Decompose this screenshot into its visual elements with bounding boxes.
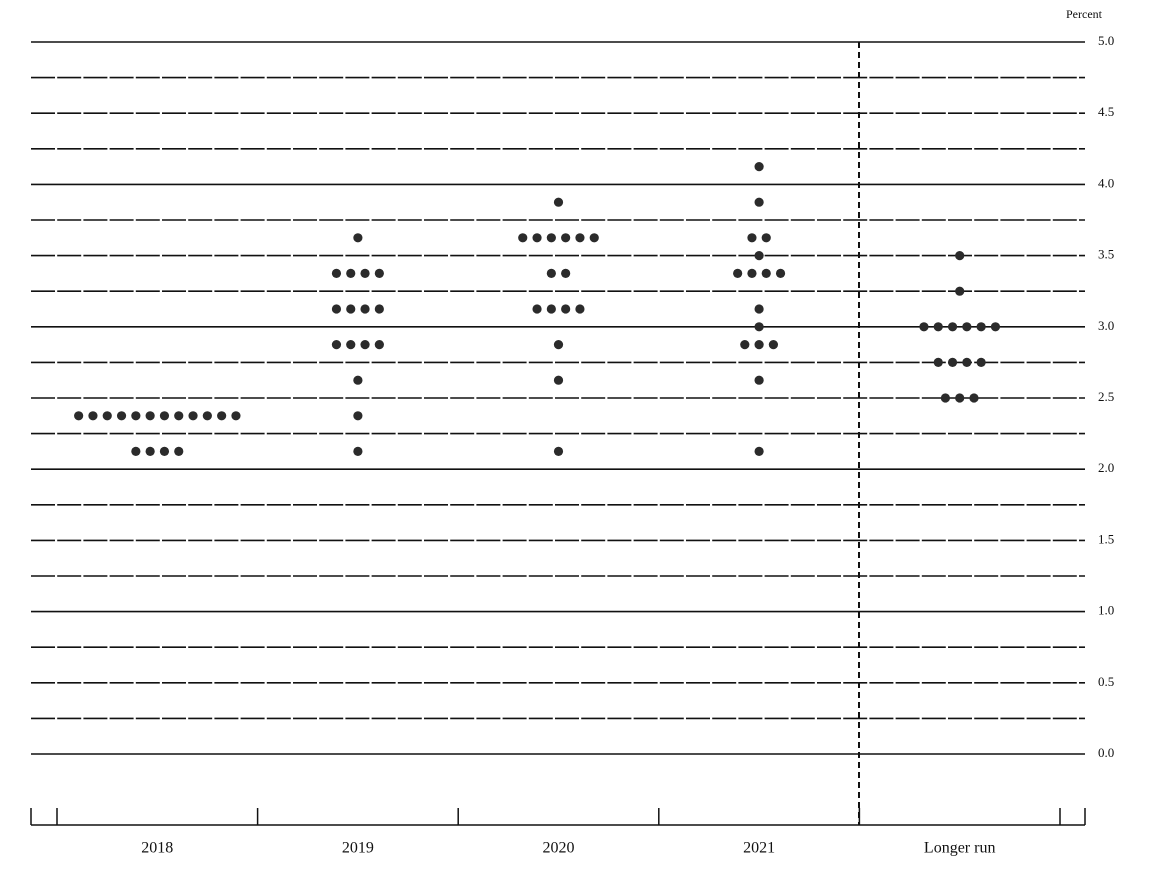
dot bbox=[159, 446, 170, 456]
dot bbox=[589, 233, 599, 243]
dot bbox=[346, 340, 356, 350]
dot bbox=[754, 251, 764, 261]
dot bbox=[575, 233, 585, 243]
dot bbox=[747, 268, 757, 278]
dot bbox=[947, 322, 958, 332]
dot bbox=[761, 233, 771, 243]
dot bbox=[353, 446, 363, 456]
dot bbox=[754, 304, 764, 314]
dot bbox=[561, 268, 571, 278]
dot bbox=[331, 268, 342, 278]
x-tick-label: 2020 bbox=[543, 840, 575, 857]
dot bbox=[202, 411, 212, 421]
dot bbox=[919, 322, 929, 332]
y-tick-label: 1.5 bbox=[1098, 531, 1114, 546]
dot bbox=[374, 268, 384, 278]
dot bbox=[546, 268, 556, 278]
dot bbox=[145, 411, 155, 421]
dot bbox=[518, 233, 528, 243]
dot bbox=[553, 446, 564, 456]
dot bbox=[360, 304, 370, 314]
dot bbox=[561, 304, 571, 314]
x-tick-label: 2019 bbox=[342, 840, 374, 857]
dot bbox=[360, 340, 370, 350]
dot bbox=[116, 411, 127, 421]
dot bbox=[145, 446, 155, 456]
dot bbox=[553, 340, 564, 350]
dot bbox=[353, 411, 363, 421]
dot bbox=[159, 411, 170, 421]
dot bbox=[561, 233, 571, 243]
y-tick-label: 4.0 bbox=[1098, 175, 1114, 190]
dot bbox=[353, 375, 363, 385]
dot bbox=[976, 357, 986, 367]
dot bbox=[754, 446, 764, 456]
dot bbox=[532, 304, 542, 314]
dot bbox=[331, 340, 342, 350]
dot bbox=[754, 322, 764, 332]
dot bbox=[74, 411, 84, 421]
dot bbox=[532, 233, 542, 243]
dot bbox=[947, 357, 958, 367]
dot bbox=[346, 304, 356, 314]
dot bbox=[217, 411, 227, 421]
y-axis-label: Percent bbox=[1066, 7, 1103, 21]
dot bbox=[360, 268, 370, 278]
y-tick-label: 5.0 bbox=[1098, 33, 1114, 48]
x-tick-label: 2021 bbox=[743, 840, 775, 857]
dot bbox=[768, 340, 779, 350]
dot bbox=[754, 162, 764, 172]
dot bbox=[546, 233, 556, 243]
dot bbox=[933, 357, 943, 367]
dot bbox=[747, 233, 757, 243]
dot bbox=[174, 411, 184, 421]
y-tick-label: 2.5 bbox=[1098, 389, 1114, 404]
y-tick-label: 0.0 bbox=[1098, 745, 1114, 760]
dot bbox=[740, 340, 750, 350]
dot bbox=[553, 197, 564, 207]
dot bbox=[962, 357, 972, 367]
dot bbox=[546, 304, 556, 314]
dot bbox=[955, 393, 965, 403]
dot bbox=[331, 304, 342, 314]
dot bbox=[374, 340, 384, 350]
dot bbox=[553, 375, 564, 385]
dot bbox=[955, 286, 965, 296]
y-tick-label: 2.0 bbox=[1098, 460, 1114, 475]
x-tick-label: 2018 bbox=[141, 840, 173, 857]
dot bbox=[969, 393, 979, 403]
dot bbox=[346, 268, 356, 278]
dot bbox=[976, 322, 986, 332]
dot bbox=[990, 322, 1001, 332]
dot bbox=[353, 233, 363, 243]
dot bbox=[374, 304, 384, 314]
y-tick-label: 3.0 bbox=[1098, 318, 1114, 333]
y-tick-label: 4.5 bbox=[1098, 104, 1114, 119]
dot bbox=[754, 375, 764, 385]
dot bbox=[940, 393, 951, 403]
y-tick-label: 1.0 bbox=[1098, 603, 1114, 618]
dot bbox=[933, 322, 943, 332]
dot bbox=[88, 411, 98, 421]
dot bbox=[775, 268, 786, 278]
dot bbox=[962, 322, 972, 332]
dot bbox=[131, 446, 141, 456]
dot bbox=[102, 411, 112, 421]
y-tick-label: 3.5 bbox=[1098, 247, 1114, 262]
dot bbox=[754, 340, 764, 350]
dot bbox=[733, 268, 743, 278]
dot bbox=[761, 268, 771, 278]
dot bbox=[231, 411, 241, 421]
dot bbox=[174, 446, 184, 456]
dot bbox=[955, 251, 965, 261]
dot bbox=[131, 411, 141, 421]
dot bbox=[188, 411, 198, 421]
dot bbox=[575, 304, 585, 314]
y-tick-label: 0.5 bbox=[1098, 674, 1114, 689]
dot bbox=[754, 197, 764, 207]
x-tick-label: Longer run bbox=[924, 840, 996, 857]
